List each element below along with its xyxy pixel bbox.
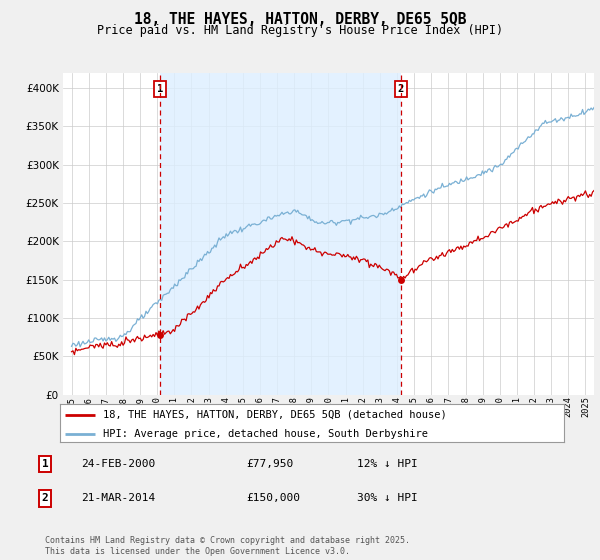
Text: 24-FEB-2000: 24-FEB-2000 [81,459,155,469]
Bar [160,73,401,395]
Text: 18, THE HAYES, HATTON, DERBY, DE65 5QB (detached house): 18, THE HAYES, HATTON, DERBY, DE65 5QB (… [103,410,446,420]
Text: Price paid vs. HM Land Registry's House Price Index (HPI): Price paid vs. HM Land Registry's House … [97,24,503,36]
Text: 1: 1 [41,459,49,469]
Text: 18, THE HAYES, HATTON, DERBY, DE65 5QB: 18, THE HAYES, HATTON, DERBY, DE65 5QB [134,12,466,27]
Text: Contains HM Land Registry data © Crown copyright and database right 2025.
This d: Contains HM Land Registry data © Crown c… [45,536,410,556]
Text: £150,000: £150,000 [246,493,300,503]
Text: £77,950: £77,950 [246,459,293,469]
Text: 2: 2 [41,493,49,503]
Text: 12% ↓ HPI: 12% ↓ HPI [357,459,418,469]
Text: 21-MAR-2014: 21-MAR-2014 [81,493,155,503]
Text: 1: 1 [157,84,163,94]
Text: 2: 2 [398,84,404,94]
Text: 30% ↓ HPI: 30% ↓ HPI [357,493,418,503]
Text: HPI: Average price, detached house, South Derbyshire: HPI: Average price, detached house, Sout… [103,429,428,439]
